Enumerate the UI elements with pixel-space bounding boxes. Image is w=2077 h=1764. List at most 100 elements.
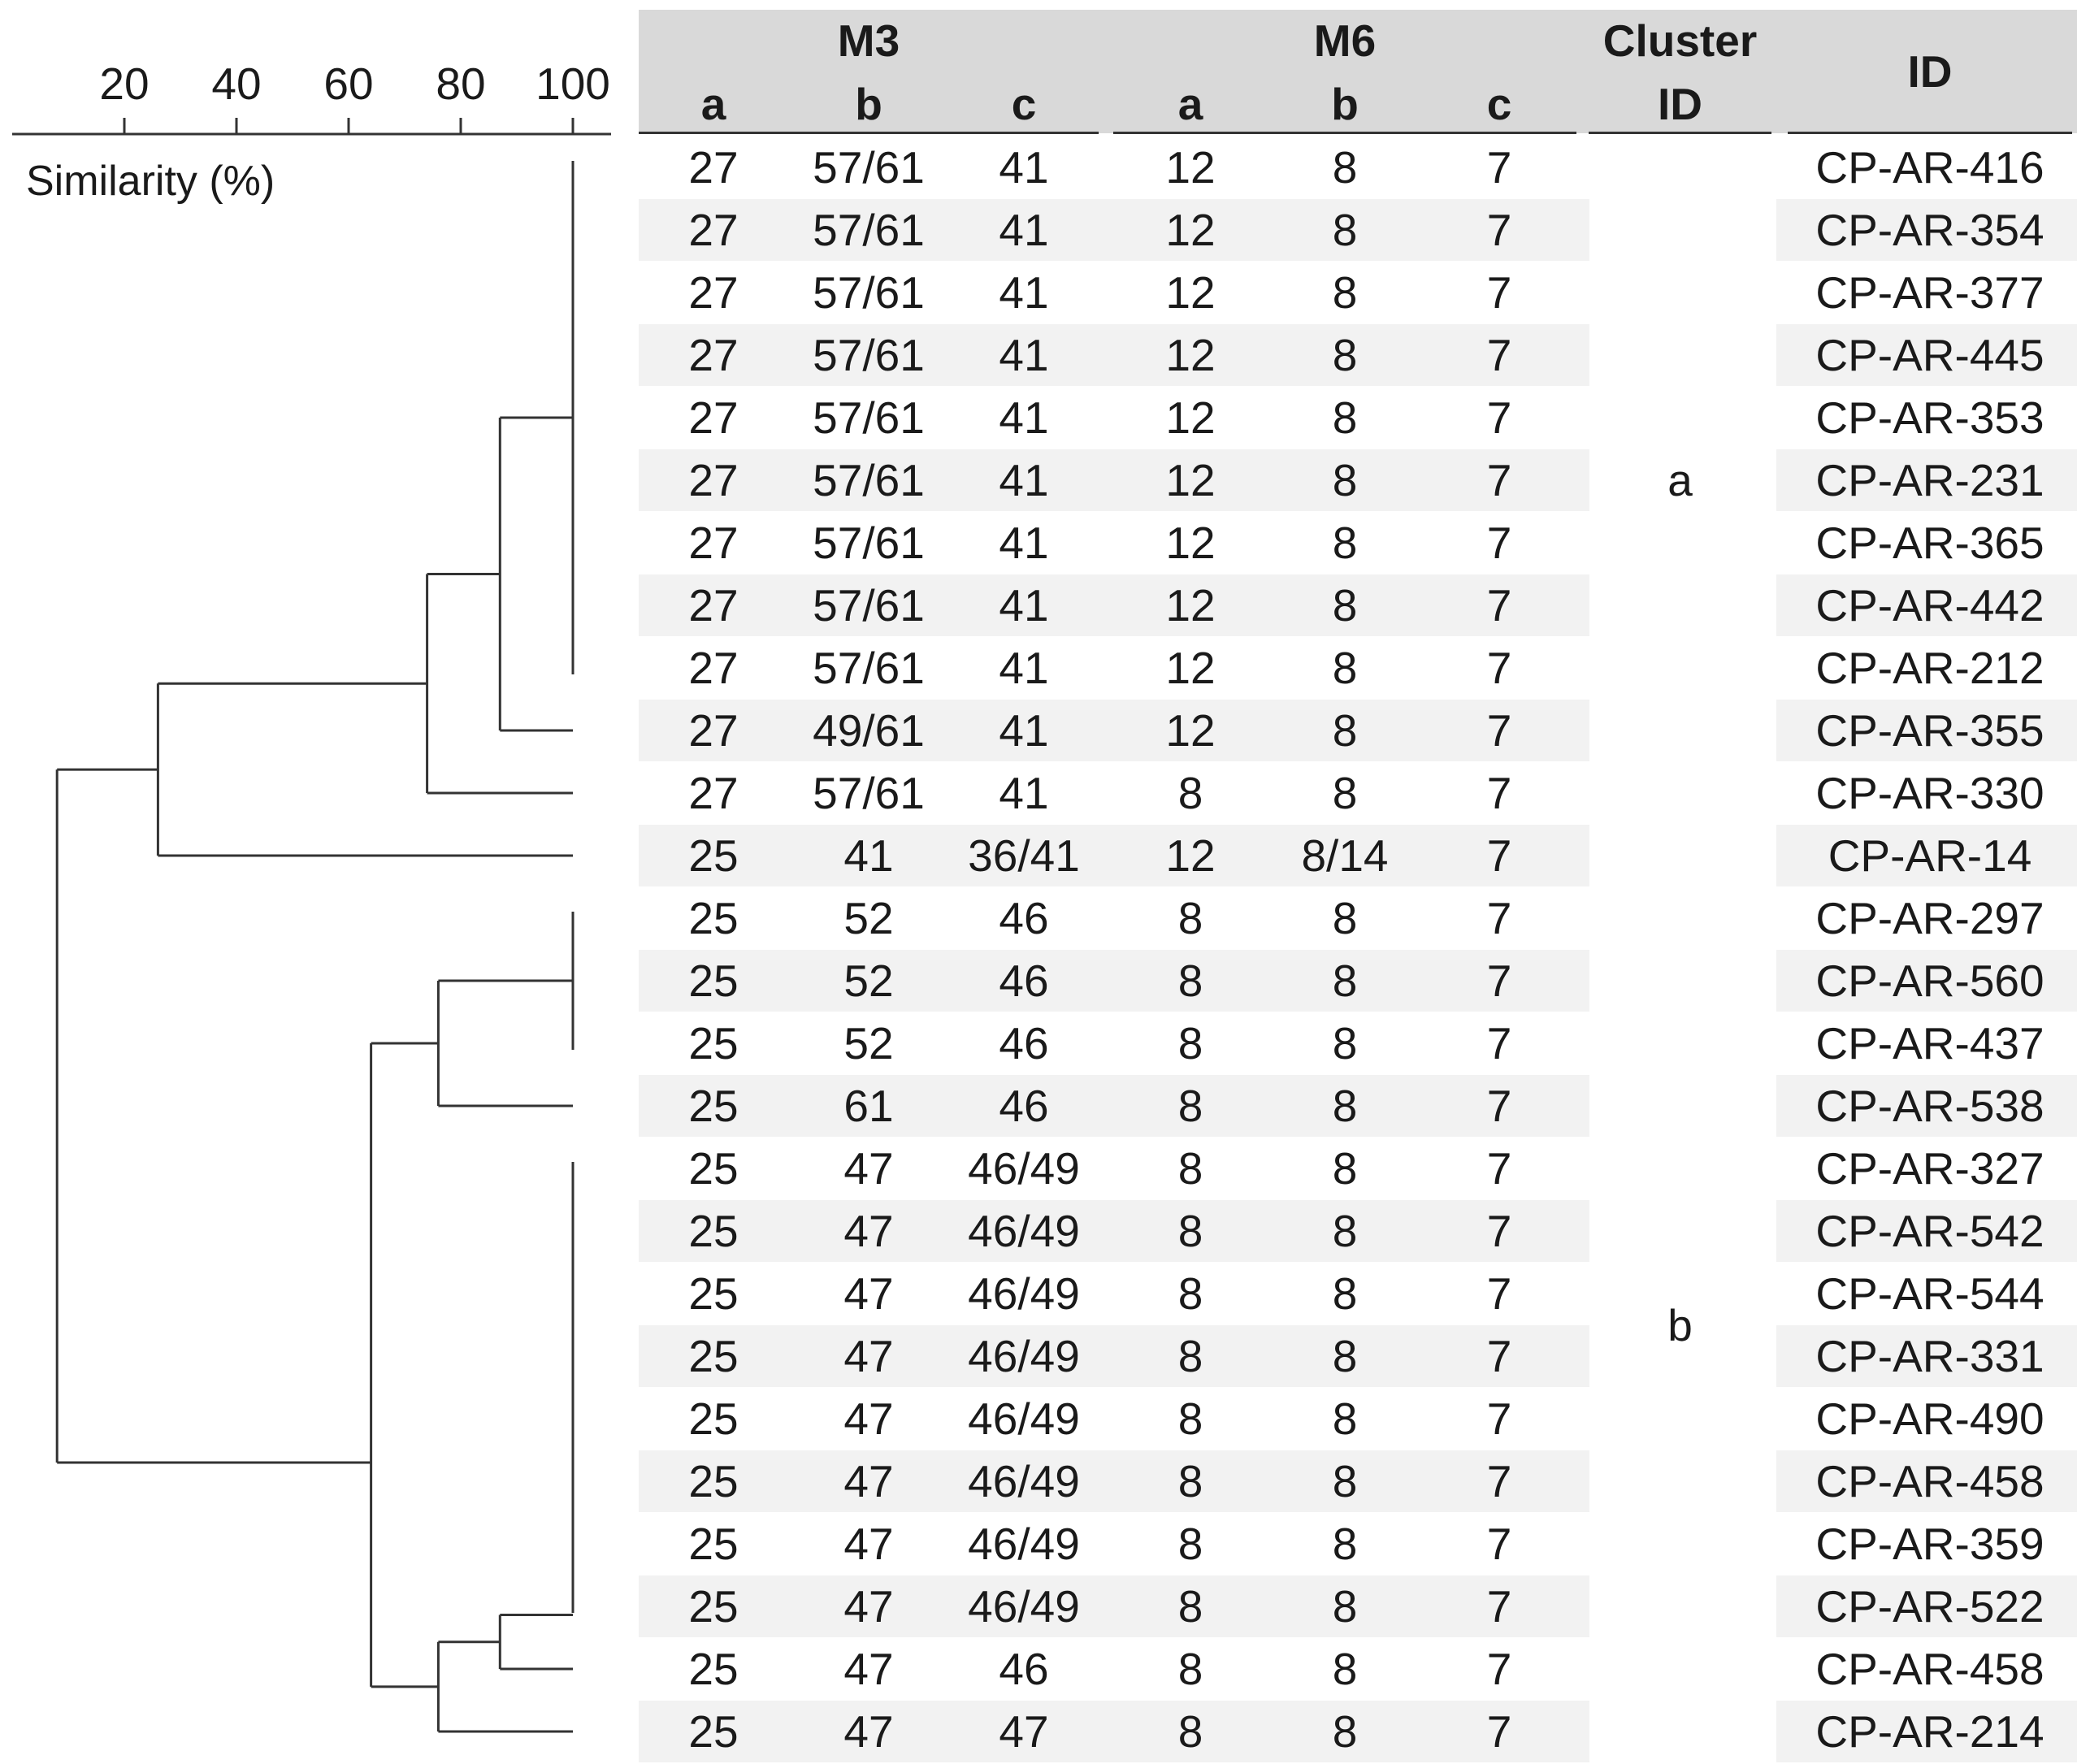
row-stripe [639,1575,1589,1637]
row-stripe [639,574,1589,636]
cell-m-6a: 8 [1177,956,1203,1006]
cell-m-3b: 47 [843,1268,894,1319]
cell-m-3a: 25 [688,1456,739,1506]
cell-m-6a: 12 [1165,455,1216,505]
cell-m-6c: 7 [1486,1519,1512,1569]
cell-m-3b: 57/61 [813,205,925,255]
subheader-m6c: c [1486,79,1512,129]
cell-m-6c: 7 [1486,893,1512,943]
cell-m-6c: 7 [1486,455,1512,505]
cell-m-6c: 7 [1486,956,1512,1006]
cell-m-6a: 8 [1177,1519,1203,1569]
cell-id: CP-AR-330 [1815,768,2044,818]
cell-m-3a: 25 [688,1018,739,1068]
cell-m-3a: 25 [688,1644,739,1694]
cell-m-3c: 41 [999,205,1049,255]
cell-m-3c: 41 [999,392,1049,443]
cell-m-3b: 57/61 [813,643,925,693]
cell-m-6a: 12 [1165,267,1216,318]
cell-id: CP-AR-458 [1815,1456,2044,1506]
cell-m-3b: 57/61 [813,455,925,505]
cell-m-3b: 57/61 [813,330,925,380]
cell-m-6c: 7 [1486,142,1512,193]
cell-m-6c: 7 [1486,330,1512,380]
cell-m-6c: 7 [1486,1268,1512,1319]
cell-m-3c: 46/49 [968,1393,1080,1444]
cell-m-6b: 8 [1332,1268,1358,1319]
cell-m-3c: 41 [999,455,1049,505]
cell-m-6c: 7 [1486,1706,1512,1757]
similarity-tick-label: 40 [211,59,261,109]
subheader-m6b: b [1331,79,1359,129]
cell-id: CP-AR-377 [1815,267,2044,318]
cell-m-6b: 8 [1332,705,1358,756]
cell-m-6c: 7 [1486,518,1512,568]
cell-m-6b: 8/14 [1301,830,1389,881]
cell-m-6c: 7 [1486,392,1512,443]
cell-id: CP-AR-437 [1815,1018,2044,1068]
row-stripe [1776,1701,2077,1762]
cell-m-3b: 57/61 [813,518,925,568]
cell-m-6a: 12 [1165,705,1216,756]
row-stripe [639,825,1589,886]
cell-m-3c: 46 [999,1018,1049,1068]
cell-m-6c: 7 [1486,1331,1512,1381]
cell-m-3c: 41 [999,267,1049,318]
cell-m-6a: 8 [1177,893,1203,943]
cell-m-3b: 52 [843,893,894,943]
cell-m-6b: 8 [1332,330,1358,380]
cell-id: CP-AR-365 [1815,518,2044,568]
cell-m-3c: 41 [999,330,1049,380]
cell-m-3a: 27 [688,267,739,318]
cell-m-3b: 52 [843,956,894,1006]
cell-m-6c: 7 [1486,768,1512,818]
header-cluster: Cluster [1602,15,1758,66]
cell-m-6a: 12 [1165,142,1216,193]
cell-m-3a: 27 [688,518,739,568]
subheader-m3c: c [1011,79,1037,129]
cell-m-3a: 25 [688,956,739,1006]
cell-m-3b: 52 [843,1018,894,1068]
cell-m-3c: 46/49 [968,1268,1080,1319]
similarity-tick-label: 100 [536,59,610,109]
row-stripe [639,700,1589,761]
cell-m-6b: 8 [1332,893,1358,943]
cell-m-3c: 46/49 [968,1143,1080,1194]
row-stripe [639,1200,1589,1262]
cell-m-3a: 27 [688,330,739,380]
cell-m-3c: 46/49 [968,1331,1080,1381]
row-stripe [1776,1075,2077,1137]
cell-m-3a: 27 [688,768,739,818]
cell-id: CP-AR-442 [1815,580,2044,631]
subheader-m6a: a [1177,79,1203,129]
cell-m-6a: 8 [1177,1644,1203,1694]
cell-m-6c: 7 [1486,1206,1512,1256]
cell-m-3b: 61 [843,1081,894,1131]
cluster-label: a [1667,455,1693,505]
cell-m-6a: 8 [1177,1331,1203,1381]
cell-m-6b: 8 [1332,580,1358,631]
header-id: ID [1907,46,1953,97]
cell-m-6c: 7 [1486,205,1512,255]
cell-id: CP-AR-212 [1815,643,2044,693]
similarity-tick-label: 80 [436,59,485,109]
cell-m-3b: 49/61 [813,705,925,756]
row-stripe [639,199,1589,261]
cell-id: CP-AR-327 [1815,1143,2044,1194]
cell-m-3a: 27 [688,392,739,443]
cell-m-3a: 27 [688,705,739,756]
cell-m-6a: 8 [1177,1268,1203,1319]
cell-m-6c: 7 [1486,1081,1512,1131]
row-stripe [639,1701,1589,1762]
cell-m-6b: 8 [1332,1581,1358,1632]
cell-m-6c: 7 [1486,705,1512,756]
cell-id: CP-AR-353 [1815,392,2044,443]
cell-id: CP-AR-214 [1815,1706,2044,1757]
header-underline [1589,132,1771,134]
cell-m-6a: 12 [1165,330,1216,380]
header-underline [639,132,1099,134]
cell-m-6c: 7 [1486,1143,1512,1194]
cell-m-6c: 7 [1486,1456,1512,1506]
cell-m-6c: 7 [1486,1644,1512,1694]
cell-m-6a: 12 [1165,392,1216,443]
